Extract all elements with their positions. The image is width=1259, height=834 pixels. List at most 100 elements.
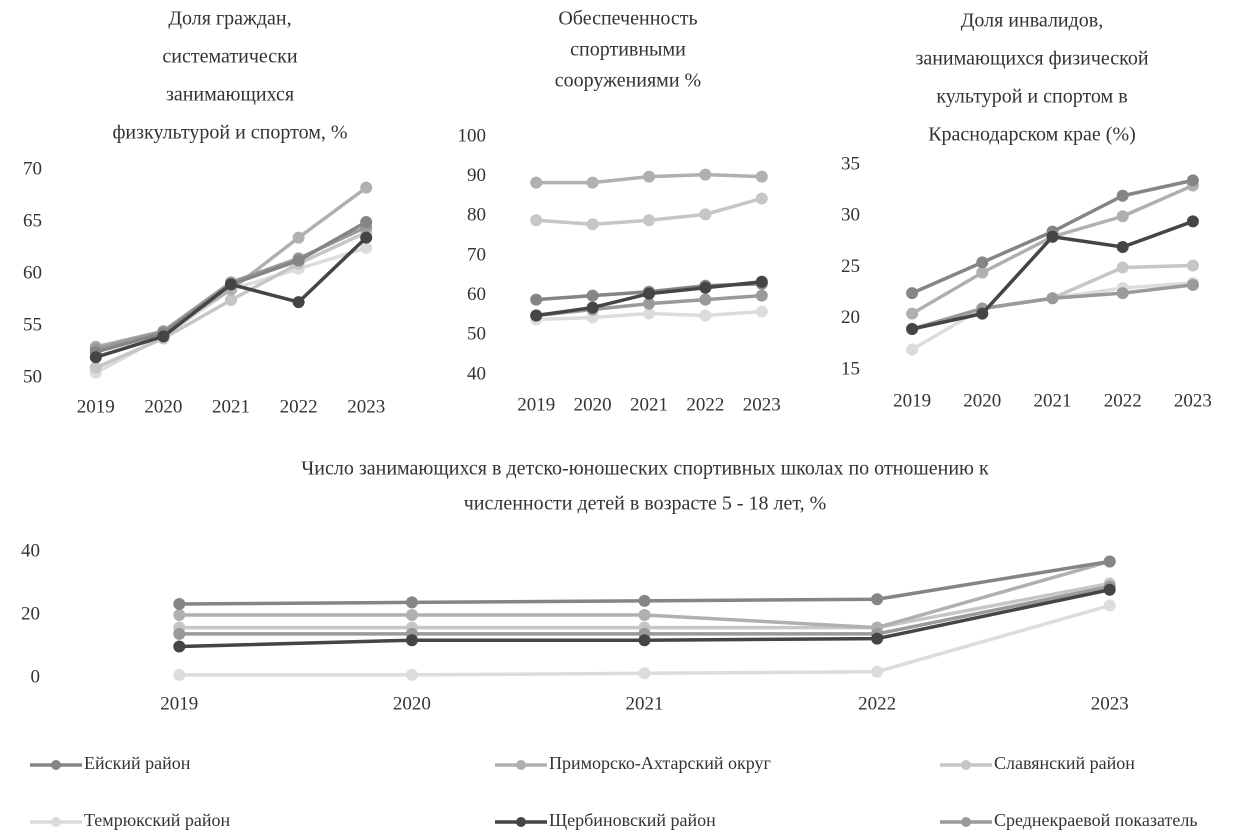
- x-tick-label: 2021: [626, 693, 664, 714]
- data-point: [586, 218, 599, 231]
- data-point: [405, 634, 418, 647]
- x-tick-label: 2019: [893, 390, 931, 411]
- data-point: [360, 231, 373, 244]
- data-point: [871, 593, 884, 606]
- x-tick-label: 2021: [630, 394, 668, 415]
- legend-marker: [51, 817, 61, 827]
- data-point: [755, 275, 768, 288]
- x-tick-label: 2023: [347, 396, 385, 417]
- y-tick-label: 25: [841, 256, 860, 277]
- y-tick-label: 0: [31, 666, 41, 687]
- data-point: [586, 301, 599, 314]
- data-point: [173, 640, 186, 653]
- x-tick-label: 2019: [160, 693, 198, 714]
- data-point: [699, 309, 712, 322]
- data-point: [638, 609, 651, 621]
- x-tick-label: 2023: [743, 394, 781, 415]
- data-point: [643, 287, 655, 300]
- y-tick-label: 30: [841, 205, 860, 226]
- y-tick-label: 20: [841, 307, 860, 328]
- x-tick-label: 2019: [517, 394, 555, 415]
- chart-title: занимающихся: [166, 84, 294, 106]
- data-point: [1116, 189, 1129, 202]
- data-point: [1103, 599, 1116, 612]
- data-point: [1116, 287, 1129, 300]
- y-tick-label: 50: [23, 366, 42, 387]
- data-point: [405, 609, 418, 621]
- data-point: [1186, 174, 1199, 187]
- legend-label: Темрюкский район: [84, 810, 231, 830]
- x-tick-label: 2021: [1034, 390, 1072, 411]
- data-point: [976, 307, 989, 320]
- data-point: [1116, 261, 1129, 274]
- y-tick-label: 50: [467, 324, 486, 345]
- y-tick-label: 40: [21, 540, 40, 561]
- data-point: [906, 307, 919, 320]
- series-line: [94, 246, 367, 375]
- data-point: [586, 289, 599, 302]
- data-point: [530, 293, 543, 306]
- data-point: [1186, 259, 1199, 272]
- data-point: [638, 594, 651, 607]
- legend-item: Среднекраевой показатель: [940, 810, 1198, 830]
- x-tick-label: 2022: [280, 396, 318, 417]
- chart-title: Доля граждан,: [168, 8, 291, 30]
- data-point: [755, 305, 768, 318]
- legend-item: Ейский район: [30, 753, 191, 773]
- y-tick-label: 40: [467, 363, 486, 384]
- x-tick-label: 2022: [1104, 390, 1142, 411]
- data-point: [586, 176, 599, 189]
- data-point: [638, 634, 651, 647]
- data-point: [1103, 583, 1116, 596]
- data-point: [157, 330, 170, 343]
- legend-label: Приморско-Ахтарский округ: [549, 753, 771, 773]
- x-tick-label: 2020: [393, 693, 431, 714]
- data-point: [1186, 278, 1199, 291]
- legend-marker: [51, 760, 61, 770]
- legend-item: Темрюкский район: [30, 810, 231, 830]
- y-tick-label: 100: [458, 125, 487, 146]
- data-point: [530, 214, 543, 227]
- legend-label: Щербиновский район: [549, 810, 716, 830]
- data-point: [976, 266, 989, 279]
- data-point: [173, 597, 186, 610]
- legend-marker: [516, 760, 526, 770]
- legend-marker: [516, 817, 526, 827]
- series-line: [95, 186, 368, 349]
- data-point: [360, 216, 373, 228]
- data-point: [699, 293, 712, 306]
- legend-label: Ейский район: [84, 753, 191, 773]
- x-tick-label: 2022: [686, 394, 724, 415]
- legend-label: Славянский район: [994, 753, 1135, 773]
- data-point: [173, 627, 186, 640]
- data-point: [643, 297, 655, 310]
- x-tick-label: 2021: [212, 396, 250, 417]
- chart-title: Число занимающихся в детско-юношеских сп…: [301, 458, 989, 480]
- data-point: [755, 192, 768, 205]
- legend-label: Среднекраевой показатель: [994, 810, 1198, 830]
- chart-title: численности детей в возрасте 5 - 18 лет,…: [464, 493, 827, 515]
- legend-item: Славянский район: [940, 753, 1135, 773]
- y-tick-label: 90: [467, 165, 486, 186]
- legend-marker: [961, 760, 971, 770]
- data-point: [699, 168, 712, 181]
- data-point: [530, 309, 543, 322]
- data-point: [643, 170, 655, 183]
- data-point: [906, 287, 919, 300]
- x-tick-label: 2020: [963, 390, 1001, 411]
- x-tick-label: 2020: [574, 394, 612, 415]
- chart-title: Доля инвалидов,: [961, 10, 1104, 32]
- data-point: [643, 307, 655, 320]
- y-tick-label: 60: [467, 284, 486, 305]
- data-point: [1046, 292, 1059, 305]
- y-tick-label: 65: [23, 210, 42, 231]
- data-point: [1046, 230, 1059, 243]
- data-point: [530, 176, 543, 189]
- data-point: [1103, 555, 1116, 568]
- chart-title: физкультурой и спортом, %: [112, 122, 347, 144]
- data-point: [699, 281, 712, 294]
- chart-title: Обеспеченность: [558, 8, 697, 30]
- y-tick-label: 60: [23, 262, 42, 283]
- data-point: [638, 667, 651, 680]
